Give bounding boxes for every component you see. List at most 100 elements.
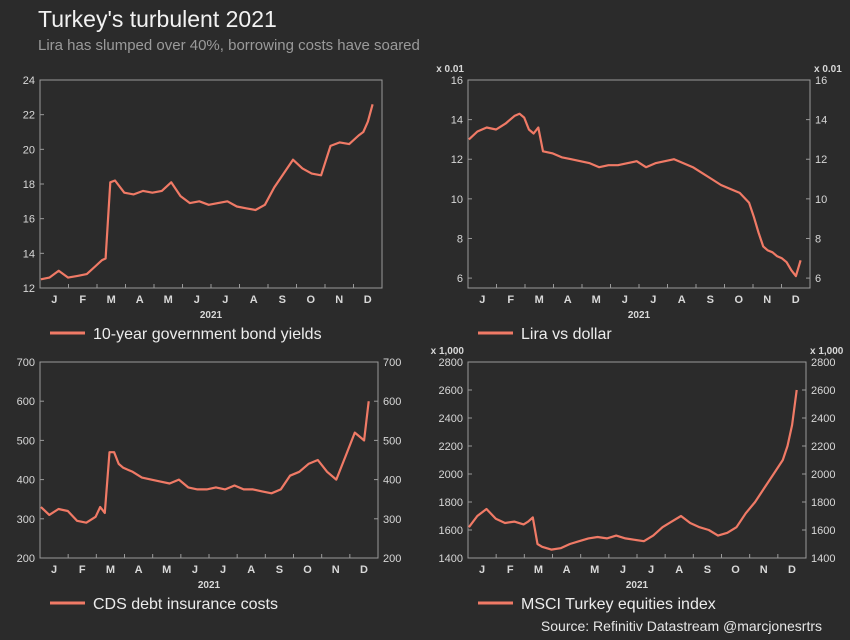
chart-msci-month-label: D xyxy=(788,564,796,576)
chart-msci-ytick-label-left: 2800 xyxy=(439,357,463,369)
chart-msci-ytick-label-right: 2600 xyxy=(811,385,835,397)
chart-cds-frame xyxy=(39,361,379,559)
chart-lira-ytick-label-left: 10 xyxy=(451,194,463,206)
chart-cds-month-label: O xyxy=(303,564,312,576)
chart-msci-ytick-label-right: 2400 xyxy=(811,413,835,425)
chart-bond-month-label: J xyxy=(194,294,200,306)
chart-cds-ytick-label-right: 400 xyxy=(383,475,401,487)
chart-bond-month-label: D xyxy=(364,294,372,306)
chart-bond-ytick-label-left: 24 xyxy=(23,75,35,87)
chart-bond-ytick-label-left: 20 xyxy=(23,144,35,156)
chart-msci-ytick-label-left: 1400 xyxy=(439,553,463,565)
chart-lira-legend-label: Lira vs dollar xyxy=(521,326,612,343)
chart-cds-month-label: J xyxy=(51,564,57,576)
chart-cds-month-label: F xyxy=(79,564,86,576)
chart-msci-scale-label-left: x 1,000 xyxy=(431,346,465,357)
chart-lira-xaxis-label: 2021 xyxy=(628,310,651,321)
chart-msci-legend-label: MSCI Turkey equities index xyxy=(521,596,716,613)
chart-lira-month-label: O xyxy=(734,294,743,306)
chart-msci-month-label: J xyxy=(620,564,626,576)
chart-cds-legend-label: CDS debt insurance costs xyxy=(93,596,278,613)
chart-cds-ytick-label-right: 600 xyxy=(383,396,401,408)
chart-msci-ytick-label-left: 2600 xyxy=(439,385,463,397)
chart-lira-month-label: D xyxy=(792,294,800,306)
source-credit: Source: Refinitiv Datastream @marcjonesr… xyxy=(540,618,822,634)
chart-msci-xaxis-label: 2021 xyxy=(626,580,649,591)
chart-lira-frame xyxy=(467,79,811,289)
chart-bond-month-label: S xyxy=(279,294,286,306)
chart-cds-month-label: D xyxy=(360,564,368,576)
chart-cds-ytick-label-right: 200 xyxy=(383,553,401,565)
chart-lira-scale-label-right: x 0.01 xyxy=(814,64,842,75)
chart-cds-ytick-label-left: 700 xyxy=(17,357,35,369)
chart-lira-month-label: S xyxy=(707,294,714,306)
chart-msci-ytick-label-right: 1800 xyxy=(811,497,835,509)
chart-bond-ytick-label-left: 22 xyxy=(23,110,35,122)
chart-lira-month-label: J xyxy=(479,294,485,306)
chart-msci-month-label: M xyxy=(590,564,599,576)
chart-msci-ytick-label-right: 1600 xyxy=(811,525,835,537)
chart-msci-ytick-label-right: 2200 xyxy=(811,441,835,453)
chart-lira-ytick-label-right: 12 xyxy=(815,154,827,166)
chart-bond-month-label: J xyxy=(51,294,57,306)
chart-bond-month-label: M xyxy=(107,294,116,306)
chart-bond-ytick-label-left: 16 xyxy=(23,214,35,226)
chart-msci-month-label: A xyxy=(563,564,571,576)
chart-msci-month-label: M xyxy=(534,564,543,576)
chart-msci-ytick-label-right: 1400 xyxy=(811,553,835,565)
chart-lira-month-label: A xyxy=(564,294,572,306)
chart-cds-ytick-label-right: 300 xyxy=(383,514,401,526)
chart-lira-month-label: M xyxy=(535,294,544,306)
chart-lira-ytick-label-left: 6 xyxy=(457,273,463,285)
chart-bond-month-label: F xyxy=(79,294,86,306)
chart-cds-ytick-label-right: 700 xyxy=(383,357,401,369)
chart-msci-month-label: S xyxy=(704,564,711,576)
chart-bond-frame xyxy=(39,79,383,289)
chart-cds-ytick-label-left: 600 xyxy=(17,396,35,408)
chart-lira-series-line xyxy=(468,112,802,278)
chart-lira-month-label: A xyxy=(678,294,686,306)
chart-bond-month-label: J xyxy=(222,294,228,306)
chart-msci-ytick-label-right: 2800 xyxy=(811,357,835,369)
chart-msci-month-label: O xyxy=(731,564,740,576)
chart-lira-ytick-label-left: 14 xyxy=(451,115,463,127)
chart-lira-ytick-label-left: 16 xyxy=(451,75,463,87)
chart-cds-month-label: J xyxy=(220,564,226,576)
chart-bond-series-line xyxy=(40,104,374,281)
chart-cds-month-label: A xyxy=(247,564,255,576)
chart-msci-ytick-label-left: 1600 xyxy=(439,525,463,537)
chart-msci-month-label: A xyxy=(675,564,683,576)
chart-bond-legend-label: 10-year government bond yields xyxy=(93,326,322,343)
chart-cds-month-label: M xyxy=(106,564,115,576)
chart-cds-ytick-label-left: 300 xyxy=(17,514,35,526)
chart-cds-xaxis-label: 2021 xyxy=(198,580,221,591)
chart-cds-month-label: M xyxy=(162,564,171,576)
chart-msci-month-label: N xyxy=(760,564,768,576)
chart-cds-month-label: N xyxy=(332,564,340,576)
chart-lira-ytick-label-right: 6 xyxy=(815,273,821,285)
chart-msci-scale-label-right: x 1,000 xyxy=(810,346,844,357)
chart-lira-ytick-label-left: 12 xyxy=(451,154,463,166)
chart-msci-series-line xyxy=(468,389,798,551)
chart-msci-month-label: J xyxy=(648,564,654,576)
chart-bond-month-label: A xyxy=(250,294,258,306)
chart-msci-ytick-label-right: 2000 xyxy=(811,469,835,481)
chart-cds-ytick-label-left: 400 xyxy=(17,475,35,487)
chart-bond-ytick-label-left: 14 xyxy=(23,248,35,260)
chart-title: Turkey's turbulent 2021 xyxy=(38,6,277,32)
chart-cds-ytick-label-right: 500 xyxy=(383,435,401,447)
chart-bond-month-label: N xyxy=(335,294,343,306)
chart-bond-month-label: M xyxy=(164,294,173,306)
chart-lira-month-label: F xyxy=(507,294,514,306)
chart-cds-series-line xyxy=(40,401,370,524)
chart-bond-ytick-label-left: 12 xyxy=(23,283,35,295)
chart-lira-month-label: J xyxy=(650,294,656,306)
chart-msci-ytick-label-left: 2000 xyxy=(439,469,463,481)
chart-lira-scale-label-left: x 0.01 xyxy=(436,64,464,75)
chart-lira-ytick-label-right: 16 xyxy=(815,75,827,87)
chart-msci-frame xyxy=(467,361,807,559)
chart-cds-ytick-label-left: 200 xyxy=(17,553,35,565)
chart-cds-month-label: J xyxy=(192,564,198,576)
chart-msci-ytick-label-left: 1800 xyxy=(439,497,463,509)
